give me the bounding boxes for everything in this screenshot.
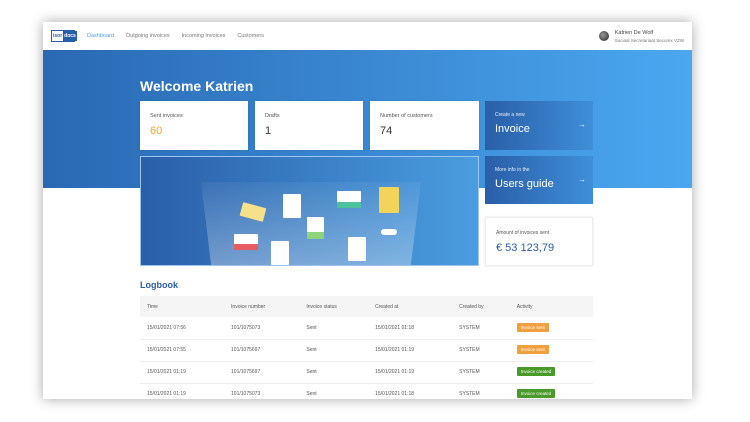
logo-text: isor	[53, 33, 63, 39]
create-invoice-button[interactable]: Create a new Invoice →	[485, 101, 593, 150]
cell-time: 15/01/2021 07:56	[140, 317, 225, 340]
stat-value: 60	[150, 125, 163, 137]
amount-sent-card: Amount of invoices sent € 53 123,79	[485, 217, 593, 266]
column-header: Created at	[368, 296, 453, 317]
cell-status: Sent	[299, 361, 369, 384]
nav-outgoing-invoices[interactable]: Outgoing invoices	[125, 33, 170, 39]
cell-created: 15/01/2021 01:18	[368, 317, 453, 340]
image-icon	[234, 234, 258, 250]
table-row[interactable]: 15/01/2021 01:19 101/1075073 Sent 15/01/202…	[140, 383, 593, 399]
cell-status: Sent	[299, 339, 369, 362]
doc-file-icon	[348, 237, 366, 261]
cell-activity: Invoice sent	[509, 339, 593, 362]
cell-by: SYSTEM	[452, 317, 510, 340]
table-row[interactable]: 15/01/2021 01:19 101/1075697 Sent 15/01/202…	[140, 361, 593, 384]
amount-label: Amount of invoices sent	[496, 230, 550, 236]
avatar	[598, 31, 609, 41]
spreadsheet-icon	[307, 217, 324, 239]
activity-badge: Invoice created	[516, 389, 556, 398]
logbook-title: Logbook	[140, 280, 178, 290]
stat-value: 74	[380, 125, 393, 137]
cell-number: 101/1075073	[224, 383, 300, 399]
user-org: Sociaal Secretariaat Securex VZW	[614, 37, 684, 43]
cell-number: 101/1075697	[224, 361, 300, 384]
stat-value: 1	[265, 125, 272, 137]
activity-badge: Invoice sent	[516, 322, 549, 332]
cta-title: Invoice	[495, 123, 530, 135]
users-guide-button[interactable]: More info in the Users guide →	[485, 156, 593, 204]
logo[interactable]: isor docs	[51, 30, 77, 42]
cell-by: SYSTEM	[452, 361, 510, 384]
table-row[interactable]: 15/01/2021 07:55 101/1075697 Sent 15/01/202…	[140, 339, 593, 362]
welcome-title: Welcome Katrien	[140, 78, 254, 94]
cell-activity: Invoice created	[509, 383, 593, 399]
stat-label: Drafts	[265, 113, 280, 119]
user-menu[interactable]: Katrien De Wolf Sociaal Secretariaat Secu…	[598, 29, 684, 43]
illustration	[140, 156, 479, 266]
cell-number: 101/1075697	[224, 339, 300, 362]
cell-by: SYSTEM	[452, 339, 510, 362]
cell-status: Sent	[299, 383, 369, 399]
folder-icon	[379, 187, 399, 213]
user-name: Katrien De Wolf	[614, 29, 654, 36]
cell-activity: Invoice sent	[509, 317, 593, 340]
column-header: Invoice status	[299, 296, 369, 317]
cell-status: Sent	[299, 317, 369, 340]
pdf-file-icon	[271, 241, 289, 265]
column-header: Activity	[509, 296, 593, 317]
dashboard-content: Welcome Katrien Sent invoices 60 Drafts …	[140, 50, 593, 399]
column-header: Invoice number	[224, 296, 300, 317]
cursor-icon	[381, 229, 397, 235]
nav-customers[interactable]: Customers	[237, 33, 264, 39]
cell-activity: Invoice created	[509, 361, 593, 384]
nav-dashboard[interactable]: Dashboard	[87, 33, 114, 39]
cta-title: Users guide	[495, 178, 554, 190]
app-window: isor docs Dashboard Outgoing invoices Inc…	[43, 22, 692, 399]
stat-customers[interactable]: Number of customers 74	[370, 101, 479, 150]
code-file-icon	[283, 194, 301, 218]
logo-text: docs	[63, 31, 77, 41]
column-header: Time	[140, 296, 225, 317]
cta-label: More info in the	[495, 167, 530, 173]
activity-badge: Invoice sent	[516, 345, 549, 354]
stat-label: Number of customers	[380, 113, 433, 119]
cell-created: 15/01/2021 01:19	[368, 361, 453, 384]
stat-drafts[interactable]: Drafts 1	[255, 101, 363, 150]
cell-time: 15/01/2021 01:19	[140, 383, 225, 399]
cta-label: Create a new	[495, 112, 525, 118]
cell-time: 15/01/2021 07:55	[140, 339, 225, 362]
cell-created: 15/01/2021 01:19	[368, 339, 453, 362]
activity-badge: Invoice created	[516, 367, 556, 376]
image-icon	[337, 191, 361, 208]
arrow-right-icon: →	[578, 175, 586, 184]
cell-created: 15/01/2021 01:18	[368, 383, 453, 399]
cell-number: 101/1075073	[224, 317, 300, 340]
stat-sent-invoices[interactable]: Sent invoices 60	[140, 101, 248, 150]
stat-label: Sent invoices	[150, 113, 183, 119]
nav-incoming-invoices[interactable]: Incoming invoices	[181, 33, 226, 39]
cell-time: 15/01/2021 01:19	[140, 361, 225, 384]
table-row[interactable]: 15/01/2021 07:56 101/1075073 Sent 15/01/202…	[140, 317, 593, 340]
top-nav: isor docs Dashboard Outgoing invoices Inc…	[43, 22, 692, 50]
amount-value: € 53 123,79	[496, 242, 555, 254]
arrow-right-icon: →	[578, 120, 586, 129]
logbook-table: Time Invoice number Invoice status Creat…	[140, 296, 593, 399]
cell-by: SYSTEM	[452, 383, 510, 399]
column-header: Created by	[452, 296, 510, 317]
